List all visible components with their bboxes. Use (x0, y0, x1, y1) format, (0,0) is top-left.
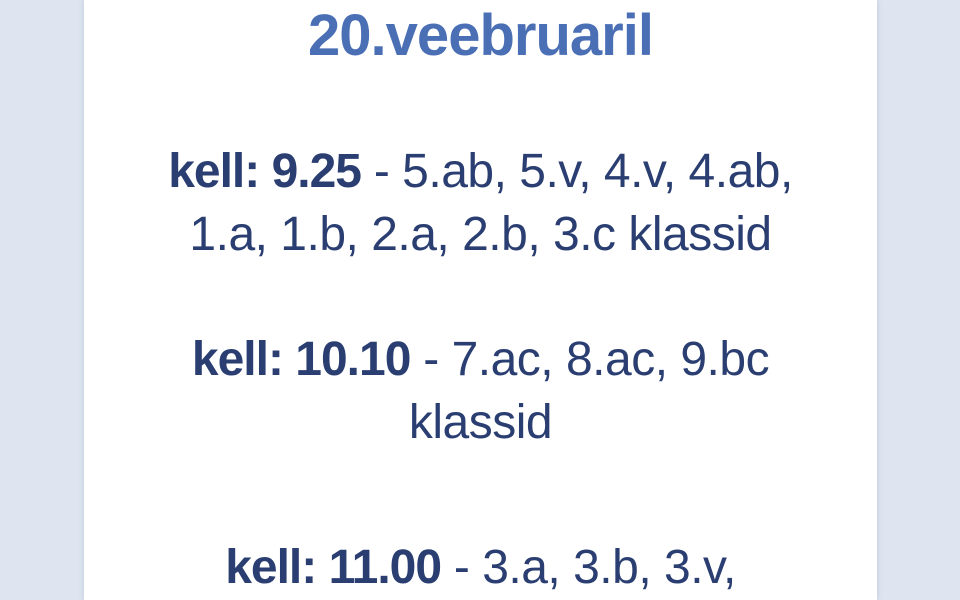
schedule-section-1010: kell: 10.10 - 7.ac, 8.ac, 9.bc klassid (84, 328, 877, 454)
time-label: kell: 9.25 (168, 145, 362, 198)
schedule-line: klassid (84, 391, 877, 454)
announcement-card: 20.veebruaril kell: 9.25 - 5.ab, 5.v, 4.… (84, 0, 877, 600)
schedule-section-1100: kell: 11.00 - 3.a, 3.b, 3.v, (84, 536, 877, 599)
schedule-line: 1.a, 1.b, 2.a, 2.b, 3.c klassid (84, 203, 877, 266)
classes-text: - 3.a, 3.b, 3.v, (441, 541, 736, 594)
schedule-section-925: kell: 9.25 - 5.ab, 5.v, 4.v, 4.ab, 1.a, … (84, 140, 877, 266)
schedule-line: kell: 10.10 - 7.ac, 8.ac, 9.bc (84, 328, 877, 391)
schedule-line: kell: 11.00 - 3.a, 3.b, 3.v, (84, 536, 877, 599)
classes-text: klassid (408, 396, 553, 449)
schedule-line: kell: 9.25 - 5.ab, 5.v, 4.v, 4.ab, (84, 140, 877, 203)
time-label: kell: 10.10 (191, 333, 411, 386)
time-label: kell: 11.00 (225, 541, 442, 594)
classes-text: - 5.ab, 5.v, 4.v, 4.ab, (361, 145, 793, 198)
classes-text: - 7.ac, 8.ac, 9.bc (410, 333, 770, 386)
classes-text: 1.a, 1.b, 2.a, 2.b, 3.c klassid (189, 208, 772, 261)
page-title: 20.veebruaril (308, 3, 654, 68)
